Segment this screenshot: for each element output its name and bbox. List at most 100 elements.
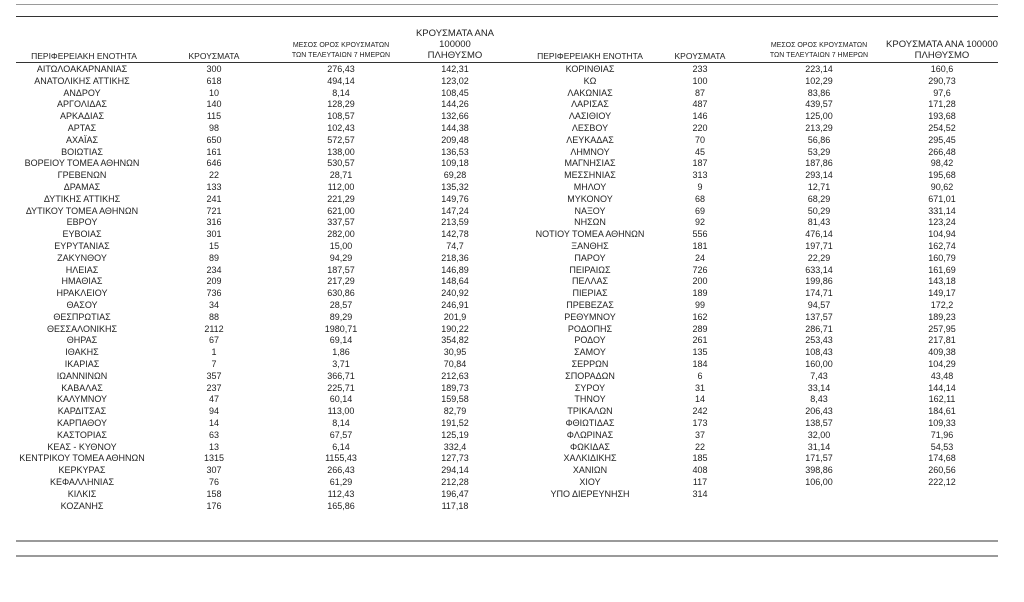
table-row: ΔΥΤΙΚΟΥ ΤΟΜΕΑ ΑΘΗΝΩΝ 721 621,00 147,24 (16, 206, 512, 218)
avg-7-days-cell: 223,14 (805, 64, 833, 74)
avg-7-days-cell: 621,00 (327, 205, 355, 216)
table-row: ΚΙΛΚΙΣ 158 112,43 196,47 (16, 489, 512, 501)
cases-per-100k-cell: 127,73 (441, 453, 469, 464)
header-avg-line2: ΤΩΝ ΤΕΛΕΥΤΑΙΩΝ 7 ΗΜΕΡΩΝ (291, 52, 391, 59)
cases-per-100k-cell: 90,62 (930, 182, 954, 192)
cases-per-100k-cell: 74,7 (446, 241, 464, 251)
region-name-cell: ΙΩΑΝΝΙΝΩΝ (56, 370, 108, 381)
avg-7-days-cell: 174,71 (805, 288, 833, 299)
avg-7-days-cell: 137,57 (805, 311, 833, 322)
table-row: ΘΑΣΟΥ 34 28,57 246,91 (16, 300, 512, 312)
cases-per-100k-cell: 212,28 (441, 477, 469, 487)
region-name-cell: ΛΕΥΚΑΔΑΣ (566, 134, 614, 145)
table-row: ΗΡΑΚΛΕΙΟΥ 736 630,86 240,92 (16, 288, 512, 300)
cases-cell: 24 (694, 252, 705, 263)
cases-cell: 184 (692, 359, 708, 369)
avg-7-days-cell: 7,43 (810, 370, 828, 381)
region-name-cell: ΛΗΜΝΟΥ (570, 146, 610, 157)
table-row: ΜΗΛΟΥ 9 12,71 90,62 (512, 182, 998, 194)
avg-7-days-cell: 53,29 (807, 146, 831, 157)
cases-per-100k-cell: 240,92 (441, 288, 469, 299)
region-name-cell: ΕΥΡΥΤΑΝΙΑΣ (54, 241, 110, 251)
bottom-rule-2 (16, 555, 998, 557)
table-row: ΦΘΙΩΤΙΔΑΣ 173 138,57 109,33 (512, 418, 998, 430)
region-name-cell: ΚΑΣΤΟΡΙΑΣ (57, 429, 107, 440)
cases-cell: 307 (206, 465, 222, 476)
cases-cell: 1 (211, 347, 217, 358)
cases-per-100k-cell: 217,81 (928, 335, 956, 346)
cases-per-100k-cell: 162,74 (928, 241, 956, 251)
cases-cell: 10 (208, 87, 219, 98)
table-row: ΚΑΡΠΑΘΟΥ 14 8,14 191,52 (16, 418, 512, 430)
table-row: ΒΟΡΕΙΟΥ ΤΟΜΕΑ ΑΘΗΝΩΝ 646 530,57 109,18 (16, 158, 512, 170)
cases-cell: 185 (692, 453, 708, 464)
cases-cell: 9 (697, 182, 703, 192)
avg-7-days-cell: 15,00 (329, 241, 353, 251)
region-name-cell: ΜΑΓΝΗΣΙΑΣ (564, 158, 616, 169)
cases-per-100k-cell: 98,42 (930, 158, 954, 169)
top-rule-dark (16, 16, 998, 17)
header-region: ΠΕΡΙΦΕΡΕΙΑΚΗ ΕΝΟΤΗΤΑ (537, 51, 643, 61)
cases-per-100k-cell: 69,28 (443, 170, 467, 181)
cases-per-100k-cell: 142,31 (441, 64, 469, 74)
cases-per-100k-cell: 190,22 (441, 323, 469, 334)
cases-per-100k-cell: 82,79 (443, 406, 467, 417)
region-name-cell: ΦΩΚΙΔΑΣ (570, 441, 610, 452)
table-row: ΚΑΣΤΟΡΙΑΣ 63 67,57 125,19 (16, 430, 512, 442)
avg-7-days-cell: 165,86 (327, 500, 355, 511)
cases-cell: 1315 (203, 453, 225, 464)
region-name-cell: ΚΕΡΚΥΡΑΣ (58, 465, 106, 476)
avg-7-days-cell: 8,14 (332, 87, 350, 98)
table-row: ΡΟΔΟΥ 261 253,43 217,81 (512, 335, 998, 347)
table-row: ΓΡΕΒΕΝΩΝ 22 28,71 69,28 (16, 170, 512, 182)
cases-cell: 135 (692, 347, 708, 358)
table-row: ΣΑΜΟΥ 135 108,43 409,38 (512, 347, 998, 359)
region-name-cell: ΗΛΕΙΑΣ (65, 264, 99, 275)
cases-cell: 726 (692, 264, 708, 275)
cases-cell: 98 (208, 123, 219, 133)
cases-cell: 721 (206, 205, 222, 216)
avg-7-days-cell: 31,14 (807, 441, 831, 452)
table-row: ΧΑΝΙΩΝ 408 398,86 260,56 (512, 465, 998, 477)
cases-cell: 556 (692, 229, 708, 240)
table-row: ΑΡΓΟΛΙΔΑΣ 140 128,29 144,26 (16, 99, 512, 111)
table-row: ΛΗΜΝΟΥ 45 53,29 266,48 (512, 147, 998, 159)
cases-cell: 316 (206, 217, 222, 228)
cases-cell: 189 (692, 288, 708, 299)
table-row: ΥΠΟ ΔΙΕΡΕΥΝΗΣΗ 314 (512, 489, 998, 501)
cases-per-100k-cell: 54,53 (930, 441, 954, 452)
table-row: ΚΕΦΑΛΛΗΝΙΑΣ 76 61,29 212,28 (16, 477, 512, 489)
region-name-cell: ΤΗΝΟΥ (574, 394, 606, 405)
table-row: ΚΑΛΥΜΝΟΥ 47 60,14 159,58 (16, 394, 512, 406)
cases-per-100k-cell: 254,52 (928, 123, 956, 133)
cases-cell: 45 (694, 146, 705, 157)
cases-cell: 115 (206, 111, 222, 122)
region-name-cell: ΠΕΙΡΑΙΩΣ (569, 264, 611, 275)
region-name-cell: ΓΡΕΒΕΝΩΝ (57, 170, 107, 181)
cases-per-100k-cell: 136,53 (441, 146, 469, 157)
cases-cell: 220 (692, 123, 708, 133)
cases-per-100k-cell: 196,47 (441, 488, 469, 499)
avg-7-days-cell: 32,00 (807, 429, 831, 440)
header-avg: ΜΕΣΟΣ ΟΡΟΣ ΚΡΟΥΣΜΑΤΩΝ ΤΩΝ ΤΕΛΕΥΤΑΙΩΝ 7 Η… (286, 41, 396, 61)
header-avg-line1: ΜΕΣΟΣ ΟΡΟΣ ΚΡΟΥΣΜΑΤΩΝ (770, 42, 868, 49)
cases-cell: 237 (206, 382, 222, 393)
table-row: ΣΥΡΟΥ 31 33,14 144,14 (512, 383, 998, 395)
avg-7-days-cell: 28,57 (329, 300, 353, 310)
region-name-cell: ΑΡΚΑΔΙΑΣ (59, 111, 105, 122)
cases-per-100k-cell: 123,02 (441, 75, 469, 86)
table-row: ΚΩ 100 102,29 290,73 (512, 76, 998, 88)
avg-7-days-cell: 439,57 (805, 99, 833, 110)
region-name-cell: ΠΕΛΛΑΣ (571, 276, 609, 287)
cases-cell: 173 (692, 418, 708, 428)
avg-7-days-cell: 530,57 (327, 158, 355, 169)
region-name-cell: ΔΡΑΜΑΣ (63, 182, 101, 192)
cases-per-100k-cell: 144,38 (441, 123, 469, 133)
avg-7-days-cell: 3,71 (332, 359, 350, 369)
cases-cell: 117 (692, 477, 708, 487)
cases-per-100k-cell: 189,23 (928, 311, 956, 322)
table-row: ΚΑΒΑΛΑΣ 237 225,71 189,73 (16, 383, 512, 395)
avg-7-days-cell: 213,29 (805, 123, 833, 133)
avg-7-days-cell: 276,43 (327, 64, 355, 74)
table-row: ΔΥΤΙΚΗΣ ΑΤΤΙΚΗΣ 241 221,29 149,76 (16, 194, 512, 206)
